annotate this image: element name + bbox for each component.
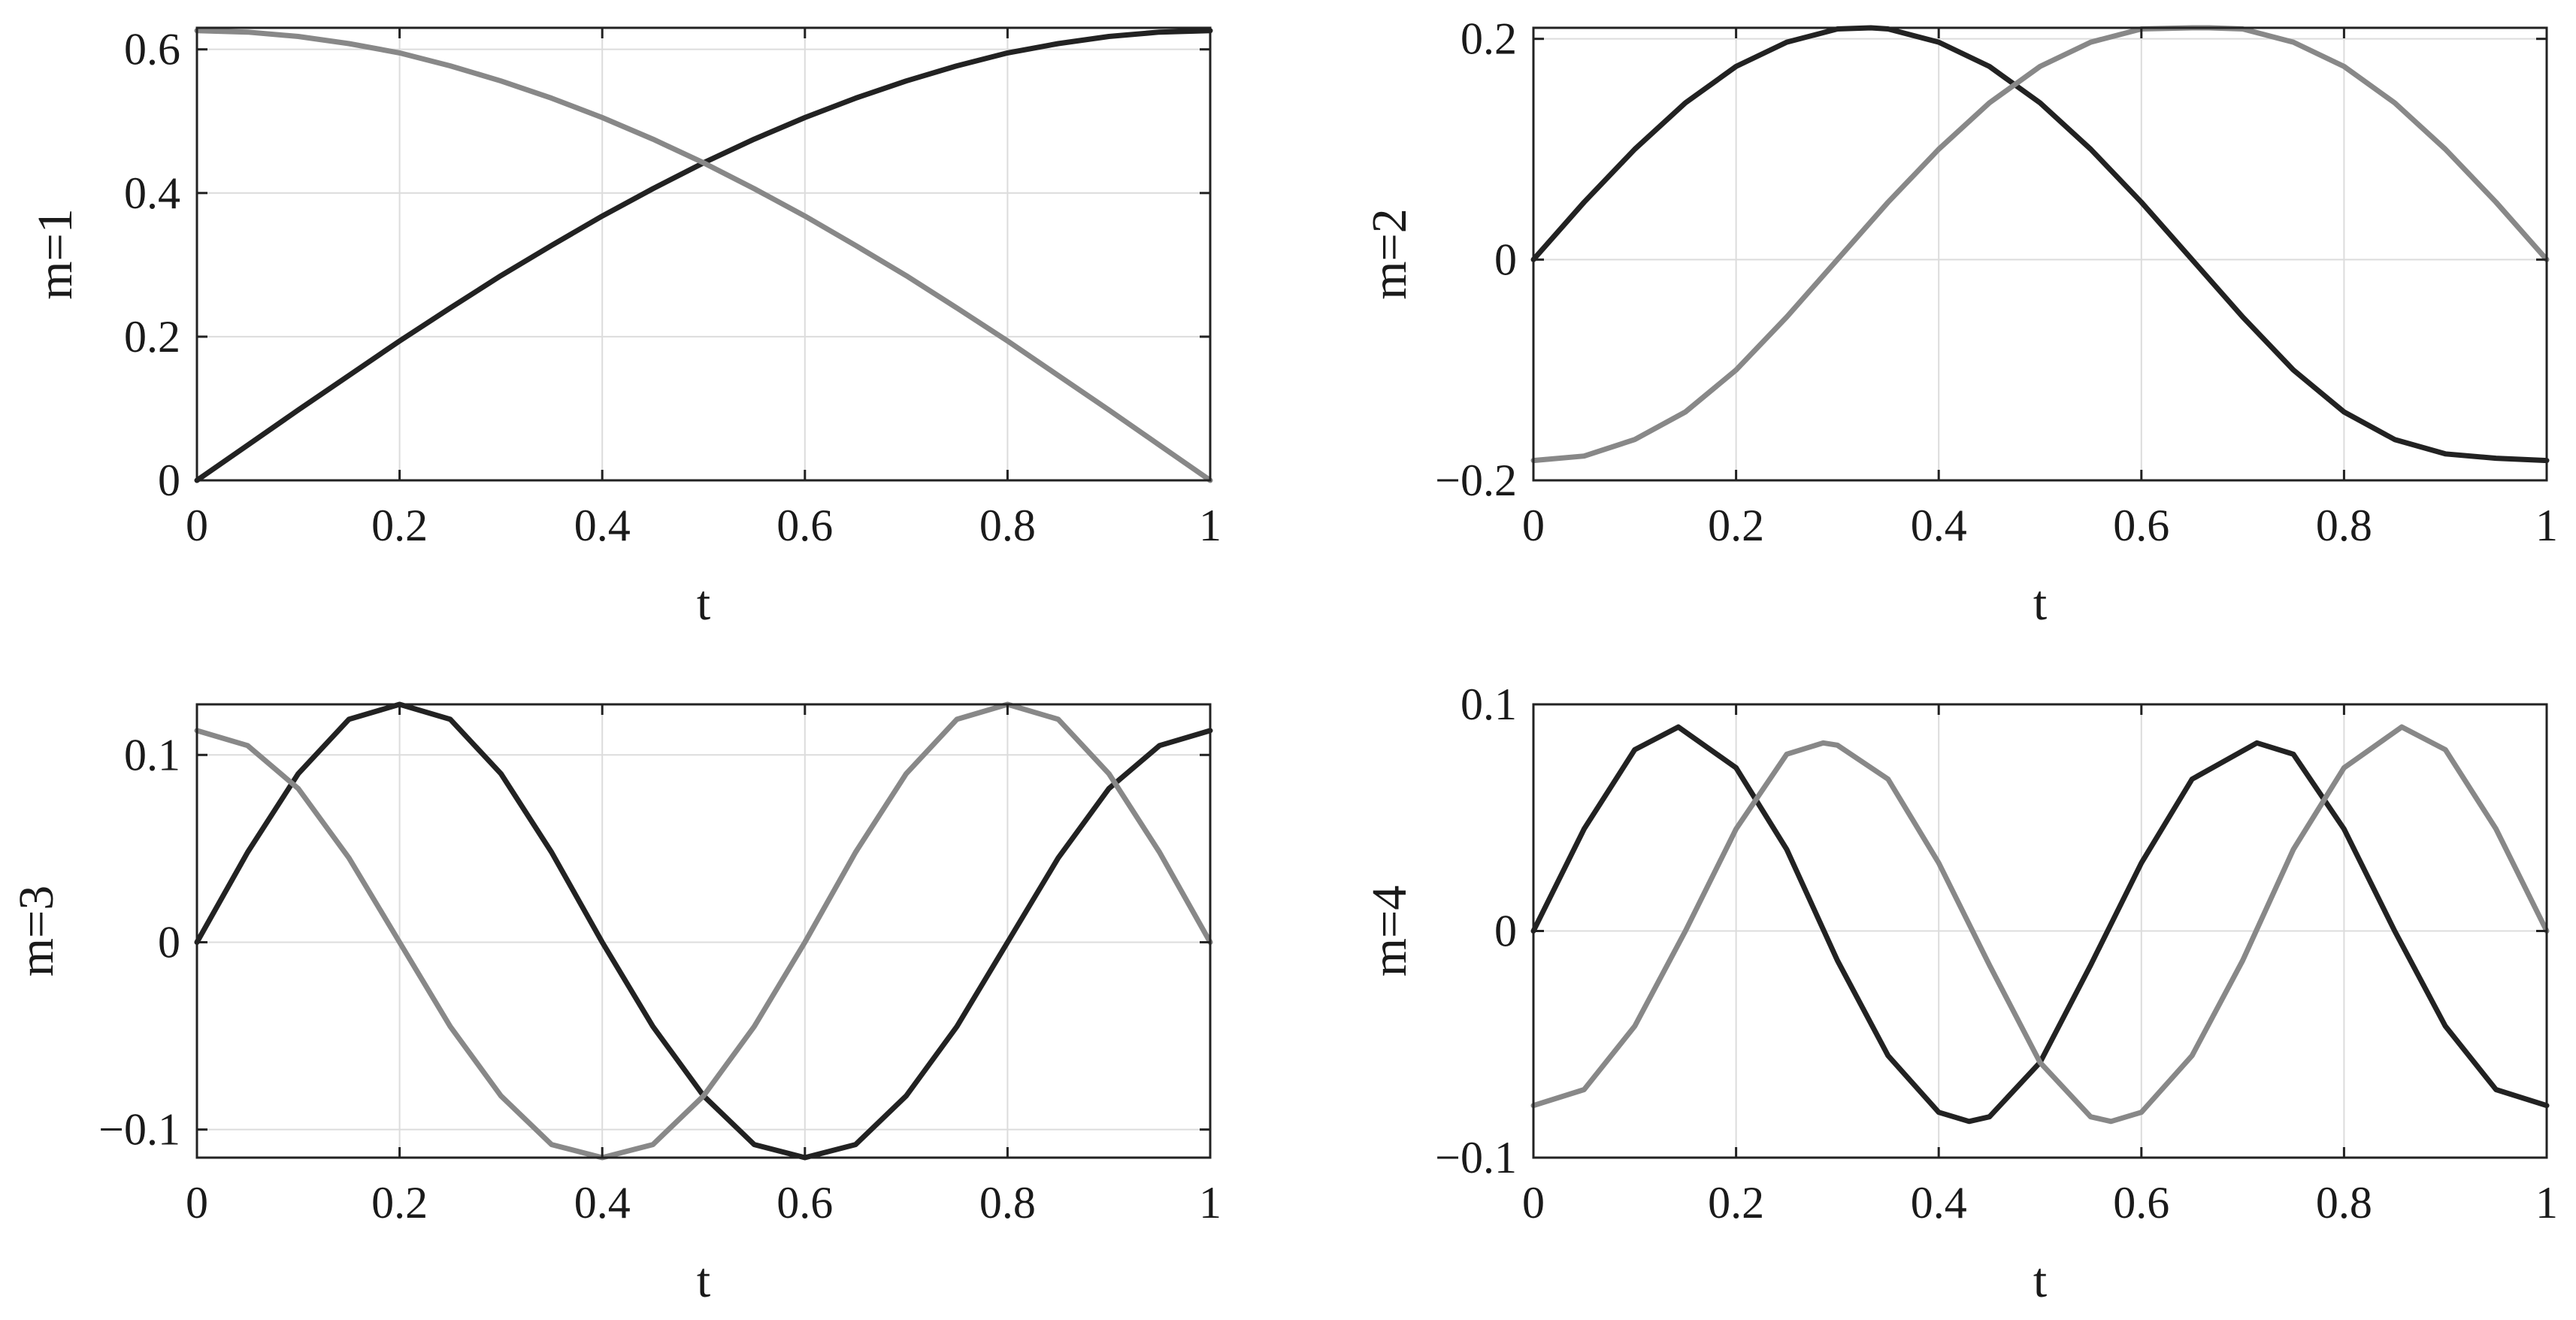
x-tick-label: 0.6 — [2113, 501, 2169, 550]
x-tick-label: 0 — [186, 1178, 208, 1228]
x-tick-label: 0.2 — [1708, 1178, 1764, 1228]
x-tick-label: 0.6 — [776, 1178, 833, 1228]
y-tick-label: 0.4 — [124, 168, 180, 218]
chart-panel-1: 0 0.2 0.4 0.6 0.8 1 0 0.2 0.4 0.6 t m=1 — [28, 25, 1221, 631]
y-tick-label: 0.2 — [1461, 14, 1517, 64]
y-axis-label: m=2 — [1362, 208, 1417, 300]
series-line-2 — [1530, 724, 2550, 1125]
x-tick-label: 0.4 — [574, 1178, 631, 1228]
y-axis-label: m=1 — [28, 208, 83, 300]
series-line-1 — [194, 701, 1213, 1161]
plot-frame — [1532, 26, 2548, 482]
y-axis-label: m=4 — [1362, 886, 1417, 977]
x-tick-label: 0.8 — [2316, 501, 2372, 550]
y-axis-label: m=3 — [9, 886, 64, 977]
x-axis-label: t — [697, 1253, 710, 1308]
x-tick-label: 0.8 — [2316, 1178, 2372, 1228]
x-tick-label: 0 — [186, 501, 208, 550]
x-tick-label: 0.8 — [979, 501, 1036, 550]
x-tick-label: 0 — [1522, 501, 1545, 550]
series-line-2 — [194, 701, 1213, 1161]
x-axis-label: t — [2033, 576, 2047, 631]
plot-frame — [195, 703, 1212, 1159]
x-tick-label: 0.4 — [1911, 501, 1967, 550]
chart-panel-4: 0 0.2 0.4 0.6 0.8 1−0.100.1tm=4 — [1362, 680, 2558, 1308]
x-tick-label: 0.4 — [1911, 1178, 1967, 1228]
x-tick-label: 0.2 — [371, 501, 428, 550]
series-line-1 — [1530, 25, 2550, 464]
y-tick-label: 0 — [1494, 907, 1517, 956]
x-tick-label: 1 — [1199, 1178, 1221, 1228]
x-tick-label: 0.2 — [1708, 501, 1764, 550]
x-tick-label: 1 — [2535, 1178, 2558, 1228]
x-axis-label: t — [697, 576, 710, 631]
series-line-2 — [194, 28, 1213, 483]
x-tick-label: 0.6 — [776, 501, 833, 550]
y-tick-label: −0.2 — [1435, 456, 1517, 505]
x-tick-label: 0.6 — [2113, 1178, 2169, 1228]
y-tick-label: 0 — [158, 917, 180, 967]
x-tick-label: 0.4 — [574, 501, 631, 550]
x-tick-label: 0 — [1522, 1178, 1545, 1228]
chart-panel-2: 0 0.2 0.4 0.6 0.8 1−0.200.2tm=2 — [1362, 14, 2558, 631]
x-tick-label: 0.2 — [371, 1178, 428, 1228]
chart-panel-3: 0 0.2 0.4 0.6 0.8 1−0.100.1tm=3 — [9, 701, 1221, 1308]
series-line-1 — [194, 28, 1213, 483]
y-tick-label: 0 — [1494, 235, 1517, 284]
y-tick-label: 0.1 — [124, 730, 180, 780]
x-tick-label: 0.8 — [979, 1178, 1036, 1228]
x-axis-label: t — [2033, 1253, 2047, 1308]
plot-frame — [195, 26, 1212, 482]
series-line-2 — [1530, 25, 2550, 464]
y-tick-label: 0.6 — [124, 25, 180, 74]
y-tick-label: 0.2 — [124, 312, 180, 362]
x-tick-label: 1 — [2535, 501, 2558, 550]
y-tick-label: 0 — [158, 456, 180, 505]
y-tick-label: −0.1 — [98, 1105, 180, 1155]
y-tick-label: 0.1 — [1461, 680, 1517, 729]
series-line-1 — [1530, 724, 2550, 1125]
y-tick-label: −0.1 — [1435, 1133, 1517, 1182]
x-tick-label: 1 — [1199, 501, 1221, 550]
